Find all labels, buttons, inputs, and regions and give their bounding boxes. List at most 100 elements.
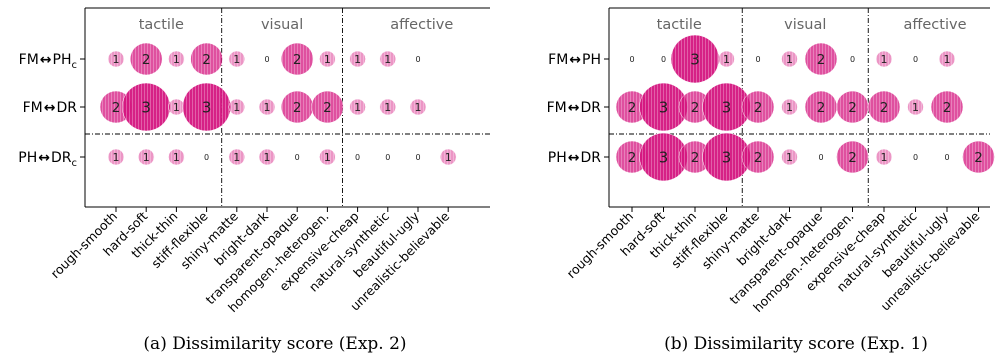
bubble-value-label: 1	[786, 53, 793, 66]
bubble-value-label: 3	[690, 50, 700, 68]
bubble: 1	[379, 50, 397, 68]
bubble-value-label: 1	[113, 53, 120, 66]
bubble-value-label: 0	[264, 55, 269, 64]
group-label-tactile: tactile	[657, 17, 702, 33]
bubble-value-label: 0	[913, 55, 918, 64]
bubble: 0	[911, 152, 920, 162]
bubble: 2	[962, 140, 995, 174]
bubble-value-label: 2	[293, 100, 302, 116]
bubble-value-label: 1	[723, 53, 730, 66]
bubble: 1	[168, 50, 185, 68]
bubble-value-label: 2	[323, 100, 332, 116]
bubble: 0	[353, 152, 362, 162]
bubble: 2	[867, 90, 901, 124]
bubble-value-label: 0	[818, 153, 823, 162]
bubble: 1	[875, 148, 893, 166]
bubble-value-label: 1	[264, 101, 271, 114]
bubble-value-label: 3	[141, 98, 151, 116]
bubble: 1	[258, 98, 276, 116]
bubble: 2	[280, 42, 314, 76]
bubble: 0	[911, 54, 920, 64]
bubble-value-label: 2	[112, 100, 121, 116]
bubble-value-label: 1	[173, 53, 180, 66]
bubble-value-label: 1	[324, 53, 331, 66]
bubble-value-label: 1	[173, 151, 180, 164]
bubble: 2	[190, 42, 223, 76]
bubble-value-label: 1	[881, 53, 888, 66]
bubble-value-label: 1	[944, 53, 951, 66]
bubble: 1	[349, 98, 366, 116]
bubble: 0	[659, 54, 668, 64]
bubble: 2	[280, 90, 314, 124]
bubble-value-label: 0	[415, 153, 420, 162]
bubble: 1	[168, 148, 185, 166]
bubble: 1	[938, 50, 956, 68]
bubble-value-label: 0	[295, 153, 300, 162]
bubble: 1	[319, 148, 336, 166]
y-tick-label: PH↔DR	[548, 150, 601, 166]
bubble-value-label: 2	[974, 150, 983, 166]
bubble: 1	[781, 148, 798, 166]
bubble: 1	[319, 50, 336, 68]
bubble-value-label: 1	[233, 101, 240, 114]
bubble: 3	[670, 34, 720, 84]
bubble: 1	[409, 98, 427, 116]
bubble: 1	[439, 148, 457, 166]
bubble: 1	[258, 148, 276, 166]
group-label-affective: affective	[904, 17, 967, 33]
bubble: 1	[379, 98, 397, 116]
bubble: 1	[875, 50, 893, 68]
bubble-value-label: 1	[354, 53, 361, 66]
bubble-value-label: 1	[113, 151, 120, 164]
bubble-value-label: 2	[754, 150, 763, 166]
y-tick-label: FM↔DR	[23, 100, 78, 116]
bubble-value-label: 2	[293, 52, 302, 68]
bubble-value-label: 2	[943, 100, 952, 116]
bubble-value-label: 1	[384, 101, 391, 114]
bubble: 2	[129, 42, 163, 76]
bubble: 0	[942, 152, 952, 162]
y-tick-label: FM↔PH	[548, 52, 601, 68]
bubble-value-label: 1	[233, 151, 240, 164]
bubble: 1	[718, 50, 735, 68]
bubble: 2	[741, 140, 775, 174]
bubble-value-label: 3	[722, 148, 732, 166]
bubble: 2	[615, 140, 649, 174]
bubble-value-label: 2	[628, 150, 637, 166]
bubble: 0	[816, 152, 826, 162]
bubble: 1	[228, 98, 246, 116]
bubble: 3	[121, 82, 171, 132]
bubble: 0	[627, 54, 637, 64]
y-tick-label: PH↔DRc	[18, 150, 77, 169]
bubble-value-label: 1	[786, 151, 793, 164]
bubble-value-label: 3	[659, 148, 669, 166]
bubble-value-label: 0	[913, 153, 918, 162]
subplot-a: tactile visual affectiverough-smoothhard-s…	[18, 7, 490, 354]
bubble-value-label: 1	[912, 101, 919, 114]
bubble: 2	[836, 140, 869, 174]
bubble-value-label: 2	[817, 100, 826, 116]
bubble: 0	[383, 152, 393, 162]
bubble-value-label: 2	[848, 150, 857, 166]
bubble-value-label: 0	[755, 55, 760, 64]
bubble: 1	[781, 98, 798, 116]
bubble: 0	[202, 152, 211, 162]
bubble-value-label: 1	[173, 101, 180, 114]
bubble: 1	[349, 50, 366, 68]
bubble: 0	[262, 54, 272, 64]
subplot-caption: (b) Dissimilarity score (Exp. 1)	[664, 334, 928, 354]
bubble: 2	[311, 90, 344, 124]
bubble-value-label: 0	[944, 153, 949, 162]
bubble-value-label: 0	[385, 153, 390, 162]
bubble-value-label: 1	[415, 101, 422, 114]
bubble-value-label: 2	[880, 100, 889, 116]
bubble: 2	[741, 90, 775, 124]
bubble: 2	[836, 90, 869, 124]
bubble-value-label: 2	[754, 100, 763, 116]
subplot-b: tactile visual affectiverough-smoothhard-s…	[547, 7, 995, 354]
bubble: 1	[781, 50, 798, 68]
group-label-affective: affective	[390, 17, 453, 33]
bubble-value-label: 3	[722, 98, 732, 116]
bubble: 3	[182, 82, 231, 132]
